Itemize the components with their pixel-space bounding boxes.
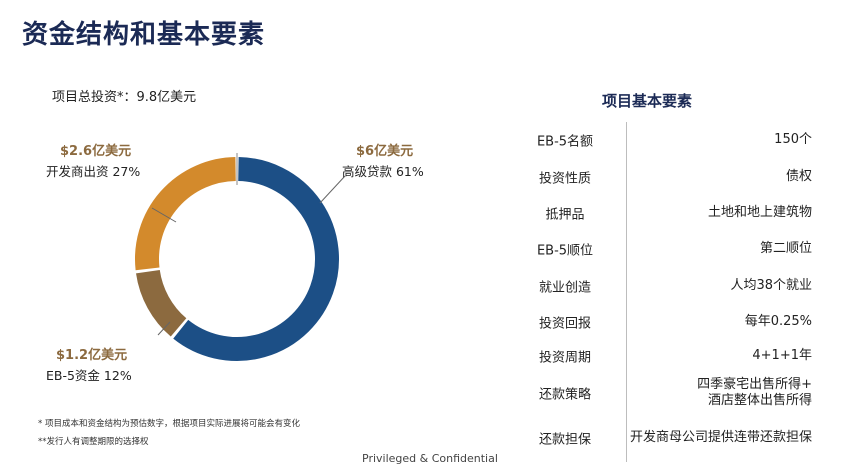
callout-developer-label: 开发商出资 27% (46, 164, 141, 179)
table-row: EB-5名额 150个 (520, 122, 820, 158)
footnote-1: * 项目成本和资金结构为预估数字，根据项目实际进展将可能会有变化 (38, 419, 300, 429)
row-value: 第二顺位 (759, 241, 812, 256)
row-value: 土地和地上建筑物 (707, 205, 812, 220)
row-key: EB-5名额 (536, 134, 594, 150)
table-row: 就业创造 人均38个就业 (520, 268, 820, 304)
callout-eb5: $1.2亿美元 EB-5资金 12% (46, 346, 132, 386)
table-row: 投资回报 每年0.25% (520, 304, 820, 340)
row-key: 还款担保 (538, 432, 591, 448)
row-value: 开发商母公司提供连带还款担保 (629, 430, 812, 445)
confidential-footer: Privileged & Confidential (362, 452, 498, 465)
row-value: 4+1+1年 (752, 348, 812, 363)
callout-senior-amount: $6亿美元 (356, 144, 414, 159)
total-investment: 项目总投资*：9.8亿美元 (52, 90, 197, 105)
callout-eb5-amount: $1.2亿美元 (56, 348, 128, 363)
row-key: 就业创造 (538, 280, 591, 296)
donut-slice-0 (173, 157, 339, 361)
callout-senior-label: 高级贷款 61% (342, 164, 424, 179)
table-row: 还款担保 开发商母公司提供连带还款担保 (520, 420, 820, 456)
callout-senior-loan: $6亿美元 高级贷款 61% (342, 142, 424, 182)
table-row: 抵押品 土地和地上建筑物 (520, 195, 820, 231)
leader-line-1 (319, 175, 346, 204)
leader-line-0 (151, 207, 177, 223)
row-key: 还款策略 (538, 387, 591, 403)
row-value: 人均38个就业 (730, 278, 812, 293)
row-key: 投资性质 (538, 171, 591, 187)
footnote-2: **发行人有调整期限的选择权 (38, 437, 149, 447)
row-value: 每年0.25% (744, 314, 812, 329)
donut-slice-1 (136, 269, 187, 337)
table-title: 项目基本要素 (602, 92, 693, 110)
row-key: 投资回报 (538, 316, 591, 332)
callout-eb5-label: EB-5资金 12% (46, 368, 132, 383)
table-row: 投资周期 4+1+1年 (520, 338, 820, 374)
donut-slice-2 (135, 157, 237, 271)
table-row: EB-5顺位 第二顺位 (520, 231, 820, 267)
row-value: 债权 (785, 169, 812, 184)
donut-chart (135, 153, 346, 361)
callout-developer-amount: $2.6亿美元 (60, 144, 132, 159)
callout-developer: $2.6亿美元 开发商出资 27% (46, 142, 140, 182)
row-value: 150个 (774, 132, 812, 147)
table-row: 还款策略 四季豪宅出售所得+ 酒店整体出售所得 (520, 375, 820, 411)
leader-line-2 (157, 321, 171, 336)
table-row: 投资性质 债权 (520, 159, 820, 195)
row-key: 抵押品 (545, 207, 585, 223)
table-divider (626, 122, 627, 462)
footnotes: * 项目成本和资金结构为预估数字，根据项目实际进展将可能会有变化 **发行人有调… (38, 415, 300, 451)
page-title: 资金结构和基本要素 (22, 20, 266, 50)
row-value: 四季豪宅出售所得+ 酒店整体出售所得 (697, 377, 812, 408)
row-key: EB-5顺位 (536, 243, 594, 259)
row-key: 投资周期 (538, 350, 591, 366)
